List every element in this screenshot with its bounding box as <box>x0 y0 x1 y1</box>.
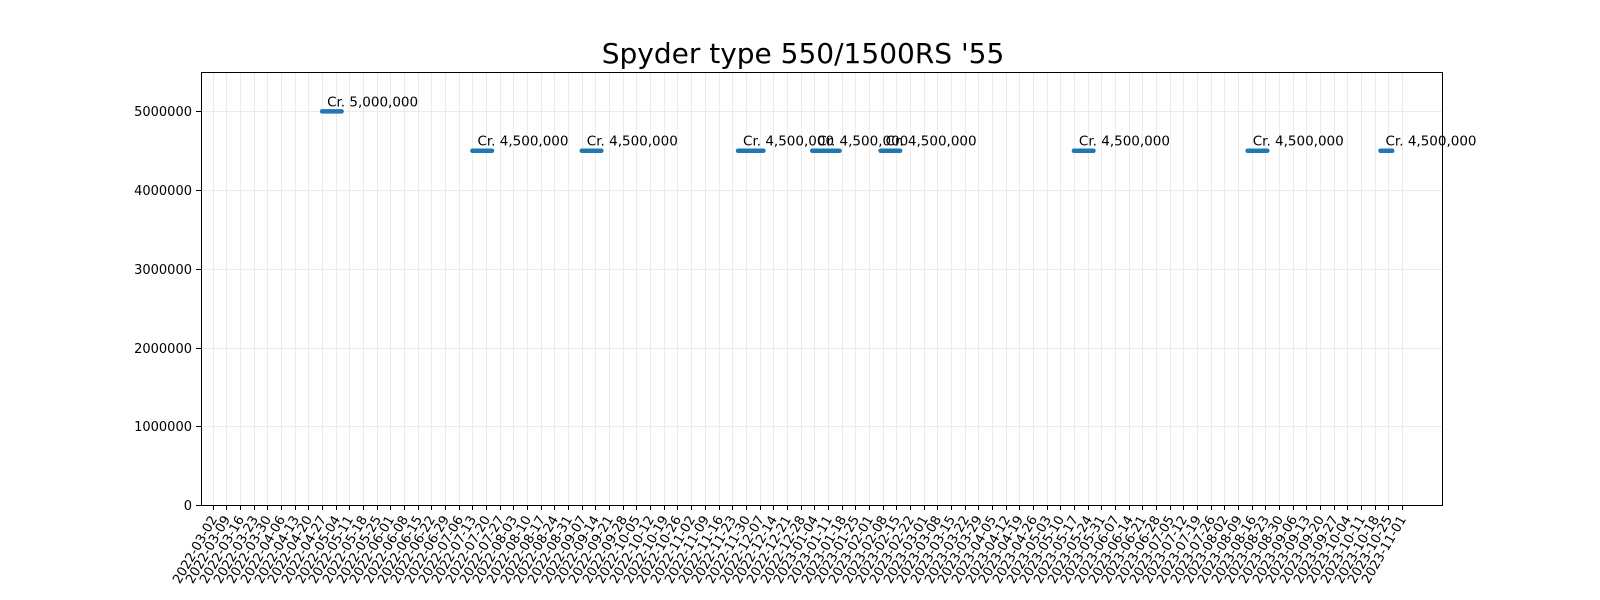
y-tick-label: 4000000 <box>134 184 192 199</box>
y-axis: 0 1000000 2000000 3000000 4000000 5000000 <box>134 105 201 514</box>
price-annotation: Cr. 5,000,000 <box>327 94 418 110</box>
y-tick-label: 3000000 <box>134 263 192 278</box>
price-annotation: Cr. 4,500,000 <box>1386 134 1477 150</box>
price-annotation: Cr. 4,500,000 <box>743 134 834 150</box>
price-annotation: Cr. 4,500,000 <box>477 134 568 150</box>
y-tick-label: 0 <box>184 499 192 514</box>
price-annotation: Cr. 4,500,000 <box>587 134 678 150</box>
y-tick-label: 2000000 <box>134 342 192 357</box>
price-annotation: Cr. 4,500,000 <box>817 134 908 150</box>
price-series <box>319 109 1395 153</box>
y-tick-label: 5000000 <box>134 105 192 120</box>
price-annotation: Cr. 4,500,000 <box>886 134 977 150</box>
price-annotation: Cr. 4,500,000 <box>1079 134 1170 150</box>
x-axis: 2022-03-022022-03-092022-03-162022-03-23… <box>170 505 1410 586</box>
grid-lines <box>201 72 1443 506</box>
y-tick-label: 1000000 <box>134 420 192 435</box>
price-annotation: Cr. 4,500,000 <box>1253 134 1344 150</box>
plot-frame <box>201 72 1443 506</box>
chart-title: Spyder type 550/1500RS '55 <box>602 37 1005 70</box>
